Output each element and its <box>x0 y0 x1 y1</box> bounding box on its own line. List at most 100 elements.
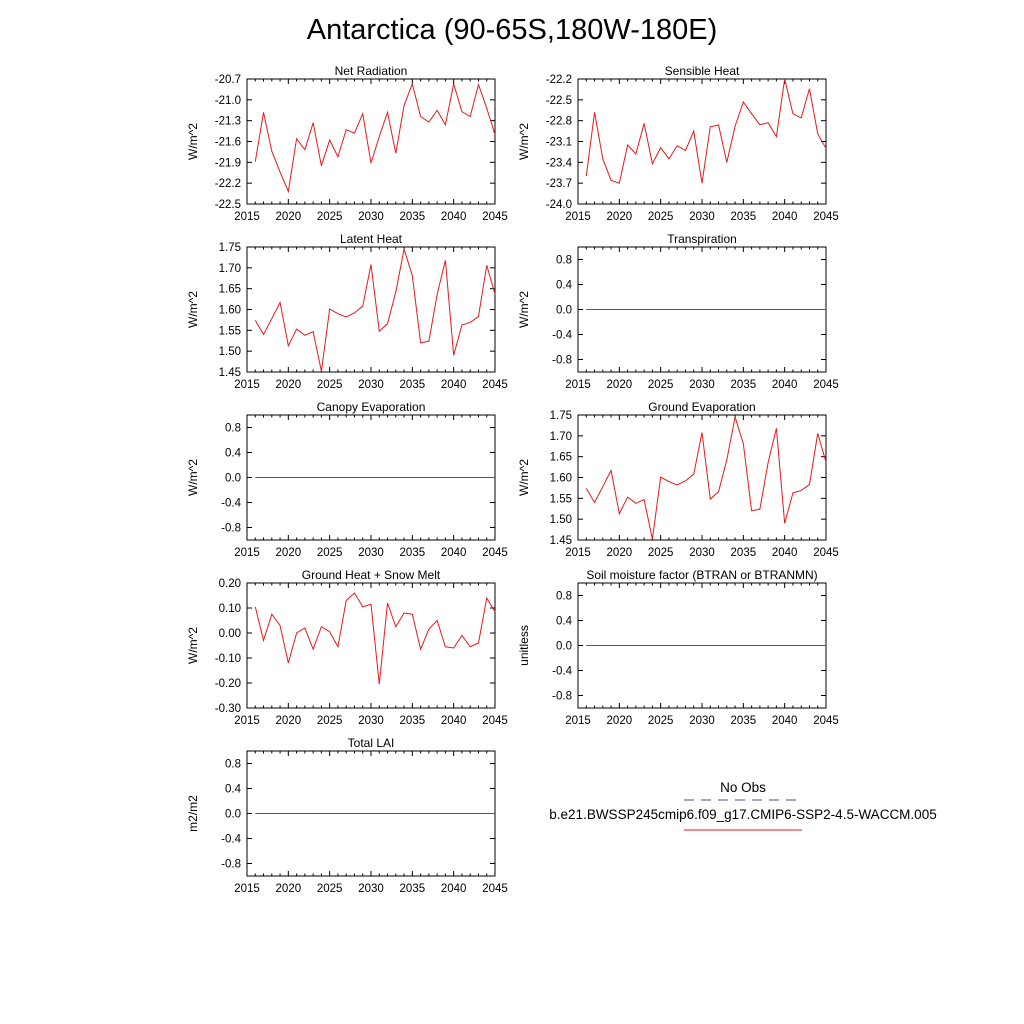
x-tick-label: 2030 <box>689 211 715 223</box>
x-tick-label: 2030 <box>358 379 384 391</box>
x-tick-label: 2045 <box>482 883 508 895</box>
x-tick-label: 2025 <box>648 547 674 559</box>
y-axis-label: W/m^2 <box>186 459 200 496</box>
x-tick-label: 2015 <box>234 715 260 727</box>
y-tick-label: 1.55 <box>550 493 572 505</box>
y-tick-label: -22.2 <box>215 178 241 190</box>
x-tick-label: 2025 <box>317 379 343 391</box>
x-tick-label: 2035 <box>400 715 426 727</box>
x-tick-label: 2015 <box>234 379 260 391</box>
x-tick-label: 2045 <box>482 211 508 223</box>
y-tick-label: 1.65 <box>550 452 572 464</box>
x-tick-label: 2045 <box>813 547 839 559</box>
panel-title: Ground Heat + Snow Melt <box>302 568 441 582</box>
x-tick-label: 2020 <box>276 883 302 895</box>
y-tick-label: -21.6 <box>215 137 241 149</box>
y-axis-label: unitless <box>517 625 531 666</box>
y-tick-label: 0.8 <box>225 759 241 771</box>
y-tick-label: 0.10 <box>219 603 241 615</box>
y-tick-label: 0.0 <box>556 305 572 317</box>
panel-soil-moisture-factor-btran-or-btranmn: 2015 2020 2025 2030 2035 2040 2045 0.8 0.4 0.0 -0.… <box>517 568 839 727</box>
panel-ground-heat-snow-melt: 2015 2020 2025 2030 2035 2040 2045 0.20 0.10 0.00… <box>186 568 508 727</box>
y-axis-label: m2/m2 <box>186 795 200 832</box>
legend: No Obs b.e21.BWSSP245cmip6.f09_g17.CMIP6… <box>549 780 937 831</box>
y-tick-label: -22.8 <box>546 116 572 128</box>
panel-title: Net Radiation <box>335 64 408 78</box>
x-tick-label: 2045 <box>813 715 839 727</box>
x-tick-label: 2020 <box>607 715 633 727</box>
x-tick-label: 2035 <box>400 379 426 391</box>
x-tick-label: 2020 <box>276 715 302 727</box>
panel-latent-heat: 2015 2020 2025 2030 2035 2040 2045 1.45 1.50 1.55… <box>186 232 508 391</box>
y-tick-label: 0.4 <box>556 280 573 292</box>
y-tick-label: 1.50 <box>219 346 241 358</box>
panel-title: Total LAI <box>348 736 395 750</box>
y-tick-label: -0.4 <box>221 498 241 510</box>
y-tick-label: 0.0 <box>225 473 241 485</box>
x-tick-label: 2015 <box>234 883 260 895</box>
y-tick-label: 0.8 <box>556 591 572 603</box>
y-tick-label: 1.60 <box>219 305 241 317</box>
panel-total-lai: 2015 2020 2025 2030 2035 2040 2045 0.8 0.4 0.0 -0.… <box>186 736 508 895</box>
y-tick-label: 0.20 <box>219 578 241 590</box>
x-tick-label: 2030 <box>689 547 715 559</box>
y-tick-label: -20.7 <box>215 74 241 86</box>
y-tick-label: -23.4 <box>546 157 573 169</box>
y-axis-label: W/m^2 <box>517 291 531 328</box>
y-tick-label: -23.1 <box>546 137 572 149</box>
y-tick-label: -0.10 <box>215 653 241 665</box>
panel-canopy-evaporation: 2015 2020 2025 2030 2035 2040 2045 0.8 0.4 0.0 -0.… <box>186 400 508 559</box>
y-tick-label: 0.8 <box>556 255 572 267</box>
x-tick-label: 2030 <box>358 547 384 559</box>
y-tick-label: -21.9 <box>215 157 241 169</box>
y-tick-label: 1.50 <box>550 514 572 526</box>
x-tick-label: 2040 <box>441 379 467 391</box>
y-tick-label: 1.70 <box>219 263 241 275</box>
x-tick-label: 2040 <box>772 547 798 559</box>
series-line <box>254 82 496 194</box>
x-tick-label: 2045 <box>482 715 508 727</box>
x-tick-label: 2030 <box>689 379 715 391</box>
panel-title: Soil moisture factor (BTRAN or BTRANMN) <box>586 568 817 582</box>
y-tick-label: 0.4 <box>225 448 242 460</box>
x-tick-label: 2040 <box>772 211 798 223</box>
x-tick-label: 2020 <box>276 211 302 223</box>
series-line <box>585 78 827 184</box>
x-tick-label: 2035 <box>731 211 757 223</box>
y-tick-label: -0.4 <box>552 666 572 678</box>
x-tick-label: 2020 <box>607 547 633 559</box>
x-tick-label: 2030 <box>358 211 384 223</box>
y-tick-label: -21.0 <box>215 95 241 107</box>
y-tick-label: -0.8 <box>221 523 241 535</box>
y-tick-label: 0.0 <box>225 809 241 821</box>
x-tick-label: 2015 <box>234 547 260 559</box>
series-line <box>254 592 496 685</box>
y-tick-label: -22.2 <box>546 74 572 86</box>
y-tick-label: -0.8 <box>552 691 572 703</box>
x-tick-label: 2020 <box>276 379 302 391</box>
x-tick-label: 2025 <box>317 547 343 559</box>
y-axis-label: W/m^2 <box>186 123 200 160</box>
y-tick-label: 0.00 <box>219 628 241 640</box>
x-tick-label: 2045 <box>813 211 839 223</box>
x-tick-label: 2015 <box>565 547 591 559</box>
x-tick-label: 2025 <box>317 715 343 727</box>
x-tick-label: 2045 <box>482 547 508 559</box>
y-tick-label: 1.65 <box>219 284 241 296</box>
panel-title: Canopy Evaporation <box>317 400 426 414</box>
x-tick-label: 2040 <box>441 883 467 895</box>
x-tick-label: 2045 <box>813 379 839 391</box>
x-tick-label: 2035 <box>400 547 426 559</box>
x-tick-label: 2040 <box>772 379 798 391</box>
panel-transpiration: 2015 2020 2025 2030 2035 2040 2045 0.8 0.4 0.0 -0.… <box>517 232 839 391</box>
x-tick-label: 2030 <box>358 883 384 895</box>
x-tick-label: 2025 <box>317 883 343 895</box>
panel-ground-evaporation: 2015 2020 2025 2030 2035 2040 2045 1.45 1.50 1.55… <box>517 400 839 559</box>
y-tick-label: -23.7 <box>546 178 572 190</box>
y-tick-label: -0.8 <box>221 859 241 871</box>
x-tick-label: 2040 <box>441 715 467 727</box>
y-tick-label: -0.4 <box>552 330 572 342</box>
panels-group: 2015 2020 2025 2030 2035 2040 2045 -20.7 -21.0 -2… <box>186 64 839 895</box>
series-line <box>585 416 827 540</box>
